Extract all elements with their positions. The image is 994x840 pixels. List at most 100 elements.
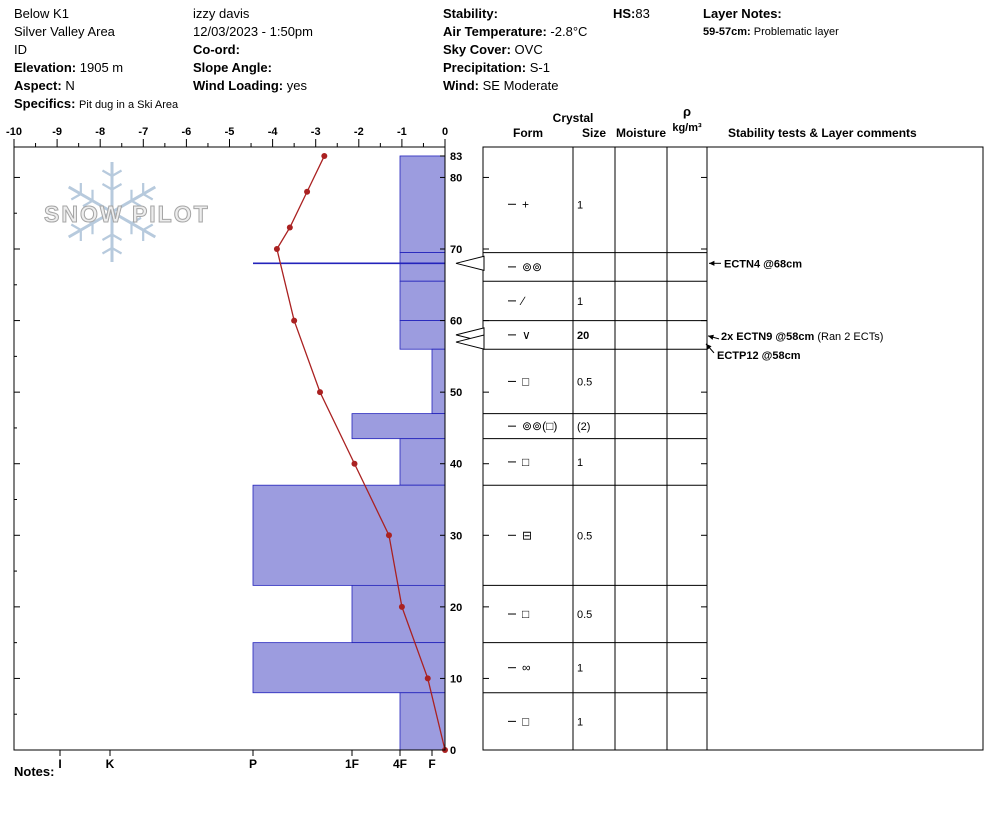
depth-tick-label: 30 bbox=[450, 530, 462, 542]
test-arrow-head bbox=[708, 334, 714, 340]
density-units-header: kg/m³ bbox=[672, 122, 702, 134]
snowflake-icon bbox=[82, 216, 94, 225]
stability-test-label: 2x ECTN9 @58cm (Ran 2 ECTs) bbox=[721, 331, 883, 343]
stability-label: Stability: bbox=[443, 6, 498, 21]
layer-notes-label: Layer Notes: bbox=[703, 6, 782, 21]
depth-tick-label: 70 bbox=[450, 244, 462, 256]
size-header: Size bbox=[582, 126, 606, 140]
wind-loading-value: yes bbox=[286, 78, 307, 93]
observation-info: izzy davis 12/03/2023 - 1:50pm Co-ord: S… bbox=[193, 5, 313, 95]
temp-tick-label: -2 bbox=[354, 126, 364, 138]
layer-note-text: Problematic layer bbox=[753, 26, 839, 38]
snowflake-icon bbox=[70, 193, 82, 201]
snowflake-icon bbox=[130, 199, 142, 208]
temp-tick-label: 0 bbox=[442, 126, 448, 138]
sky-cover-label: Sky Cover: bbox=[443, 42, 511, 57]
hardness-bar bbox=[252, 642, 446, 694]
temp-tick-label: -9 bbox=[52, 126, 62, 138]
depth-tick-label: 80 bbox=[450, 172, 462, 184]
hardness-bar bbox=[351, 584, 446, 644]
aspect-label: Aspect: bbox=[14, 78, 62, 93]
crystal-form-symbol: ∨ bbox=[522, 328, 531, 342]
crystal-size-value: 0.5 bbox=[577, 376, 592, 388]
crystal-size-value: 1 bbox=[577, 716, 583, 728]
temperature-point bbox=[304, 188, 311, 195]
wind-loading-label: Wind Loading: bbox=[193, 78, 284, 93]
hardness-axis-label: F bbox=[428, 757, 435, 771]
observation-datetime: 12/03/2023 - 1:50pm bbox=[193, 24, 313, 39]
slope-angle-label: Slope Angle: bbox=[193, 60, 272, 75]
temp-tick-label: -10 bbox=[6, 126, 22, 138]
temp-tick-label: -5 bbox=[225, 126, 235, 138]
wind-value: SE Moderate bbox=[482, 78, 559, 93]
temperature-point bbox=[317, 389, 324, 396]
depth-tick-label: 40 bbox=[450, 459, 462, 471]
air-temp-label: Air Temperature: bbox=[443, 24, 547, 39]
crystal-form-symbol: ⊚⊚(□) bbox=[522, 419, 557, 433]
crystal-size-value: 20 bbox=[577, 330, 589, 342]
hardness-bar bbox=[431, 348, 446, 415]
hardness-axis-label: I bbox=[58, 757, 61, 771]
snowflake-icon bbox=[111, 183, 123, 191]
crystal-size-value: 1 bbox=[577, 296, 583, 308]
crystal-form-symbol: □ bbox=[522, 714, 529, 728]
crystal-size-value: 1 bbox=[577, 457, 583, 469]
crystal-form-symbol: □ bbox=[522, 374, 529, 388]
layer-notes: Layer Notes: 59-57cm: Problematic layer bbox=[703, 5, 839, 41]
crystal-form-symbol: ∞ bbox=[522, 661, 531, 675]
snowflake-icon bbox=[67, 185, 113, 214]
weather-info: Stability: Air Temperature: -2.8°C Sky C… bbox=[443, 5, 587, 95]
snowflake-icon bbox=[101, 247, 113, 255]
hardness-axis-label: 4F bbox=[393, 757, 407, 771]
crystal-size-value: 0.5 bbox=[577, 530, 592, 542]
hs-label: HS: bbox=[613, 6, 636, 21]
test-depth-notch bbox=[455, 334, 485, 350]
temperature-point bbox=[398, 603, 405, 610]
temperature-point bbox=[424, 675, 431, 682]
snowflake-icon bbox=[101, 169, 113, 177]
snowflake-icon bbox=[111, 185, 157, 214]
crystal-form-symbol: □ bbox=[522, 455, 529, 469]
snow-height-info: HS:83 bbox=[613, 5, 650, 23]
depth-tick-label: 83 bbox=[450, 151, 462, 163]
crystal-form-symbol: + bbox=[522, 197, 529, 211]
hardness-bar bbox=[399, 280, 446, 321]
crystal-size-value: 1 bbox=[577, 199, 583, 211]
temperature-point bbox=[286, 224, 293, 231]
pit-name: Below K1 bbox=[14, 6, 69, 21]
test-arrow-head bbox=[706, 343, 712, 350]
air-temp-value: -2.8°C bbox=[550, 24, 588, 39]
snowflake-icon bbox=[111, 233, 123, 241]
depth-tick-label: 20 bbox=[450, 602, 462, 614]
temp-tick-label: -3 bbox=[311, 126, 321, 138]
snowflake-icon bbox=[111, 210, 157, 239]
hardness-axis-label: 1F bbox=[345, 757, 359, 771]
depth-tick-label: 50 bbox=[450, 387, 462, 399]
sky-cover-value: OVC bbox=[514, 42, 543, 57]
temperature-point bbox=[273, 246, 280, 253]
test-arrow-head bbox=[709, 260, 715, 266]
stability-test-label: ECTN4 @68cm bbox=[724, 258, 802, 270]
temperature-point bbox=[351, 460, 358, 467]
hardness-bar bbox=[351, 413, 446, 440]
hardness-bar bbox=[399, 438, 446, 486]
elevation-value: 1905 m bbox=[79, 60, 124, 75]
density-header: ρ bbox=[683, 104, 691, 119]
specifics-label: Specifics: bbox=[14, 96, 76, 111]
snowflake-icon bbox=[111, 247, 123, 255]
snowflake-icon bbox=[130, 216, 142, 225]
hardness-bar bbox=[252, 484, 446, 586]
layer-table-frame bbox=[482, 146, 984, 751]
crystal-size-value: (2) bbox=[577, 421, 590, 433]
crystal-form-symbol: ⊟ bbox=[522, 528, 532, 542]
temp-tick-label: -1 bbox=[397, 126, 407, 138]
test-depth-notch bbox=[455, 255, 485, 271]
snowflake-icon bbox=[101, 233, 113, 241]
crystal-form-symbol: □ bbox=[522, 607, 529, 621]
aspect-value: N bbox=[65, 78, 75, 93]
temperature-point bbox=[291, 317, 298, 324]
watermark-text: SNOW PILOT bbox=[44, 201, 210, 227]
stability-test-label: ECTP12 @58cm bbox=[717, 350, 801, 362]
snowflake-icon bbox=[142, 223, 154, 231]
